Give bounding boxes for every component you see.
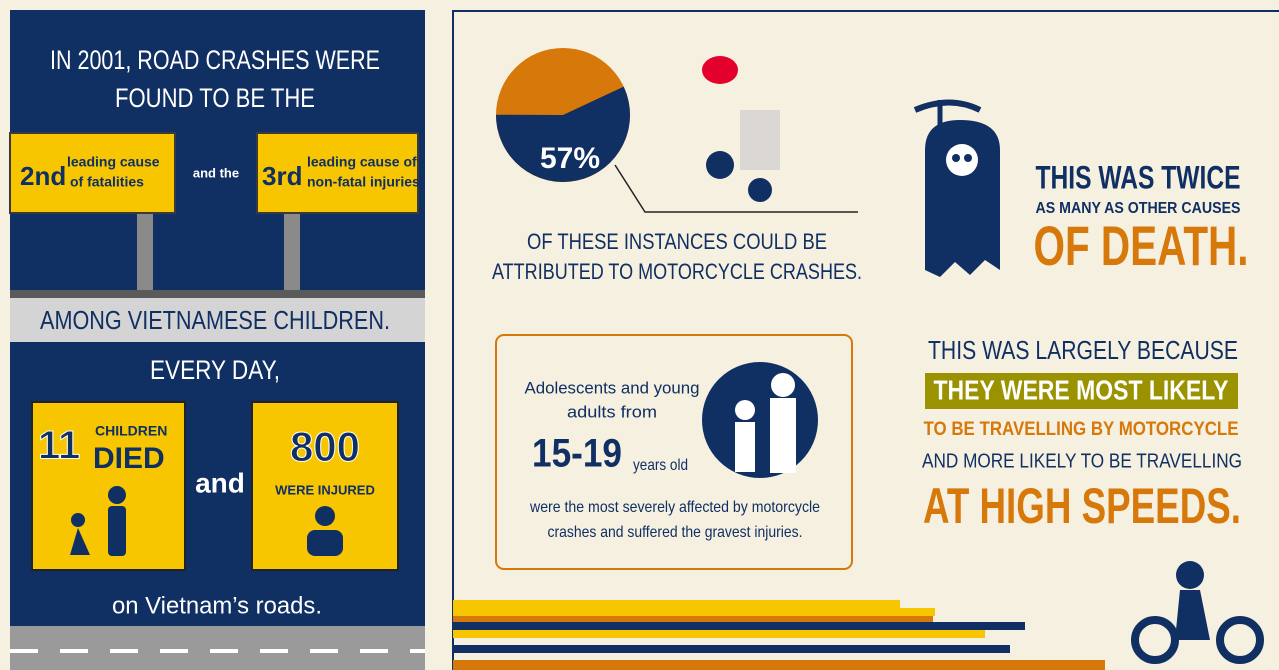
sign-text: of fatalities [70,174,144,190]
age-range: 15-19 [532,432,622,476]
stat-text: CHILDREN [95,423,167,439]
because-line: TO BE TRAVELLING BY MOTORCYCLE [924,419,1239,440]
sign-post [284,212,300,292]
stat-text: DIED [93,442,165,475]
road-edge [10,290,425,298]
sign-text: leading cause [67,154,160,170]
because-line: AT HIGH SPEEDS. [923,478,1241,534]
age-text: Adolescents and young [525,378,700,397]
joiner: and the [193,165,239,180]
age-footer: were the most severely affected by motor… [529,499,820,516]
sign-text: non-fatal injuries [307,174,420,190]
pie-caption: ATTRIBUTED TO MOTORCYCLE CRASHES. [492,259,862,284]
pie-caption: OF THESE INSTANCES COULD BE [527,229,827,254]
people-icon [702,362,818,478]
stat-text: WERE INJURED [275,482,375,497]
road [10,626,425,670]
infographic: IN 2001, ROAD CRASHES WERE FOUND TO BE T… [0,0,1279,670]
sign-text: leading cause of [307,154,417,170]
among: AMONG VIETNAMESE CHILDREN. [40,305,390,335]
roads: on Vietnam’s roads. [112,592,322,619]
rank: 3rd [262,161,302,191]
rank: 2nd [20,161,66,191]
intro-line: IN 2001, ROAD CRASHES WERE [50,45,380,75]
because-line: THIS WAS LARGELY BECAUSE [928,335,1238,365]
age-footer: crashes and suffered the gravest injurie… [548,524,803,541]
stat-number: 800 [290,423,360,470]
sign-post [137,212,153,292]
because-line: THEY WERE MOST LIKELY [934,374,1229,405]
twice-line: OF DEATH. [1034,214,1249,277]
and: and [195,467,245,498]
age-text: adults from [567,402,657,421]
stat-number: 11 [38,424,80,468]
twice-line: THIS WAS TWICE [1036,159,1241,195]
because-line: AND MORE LIKELY TO BE TRAVELLING [922,450,1242,472]
every-day: EVERY DAY, [150,355,280,385]
age-unit: years old [633,457,688,474]
intro-line: FOUND TO BE THE [115,83,315,113]
pie-label: 57% [540,142,600,175]
